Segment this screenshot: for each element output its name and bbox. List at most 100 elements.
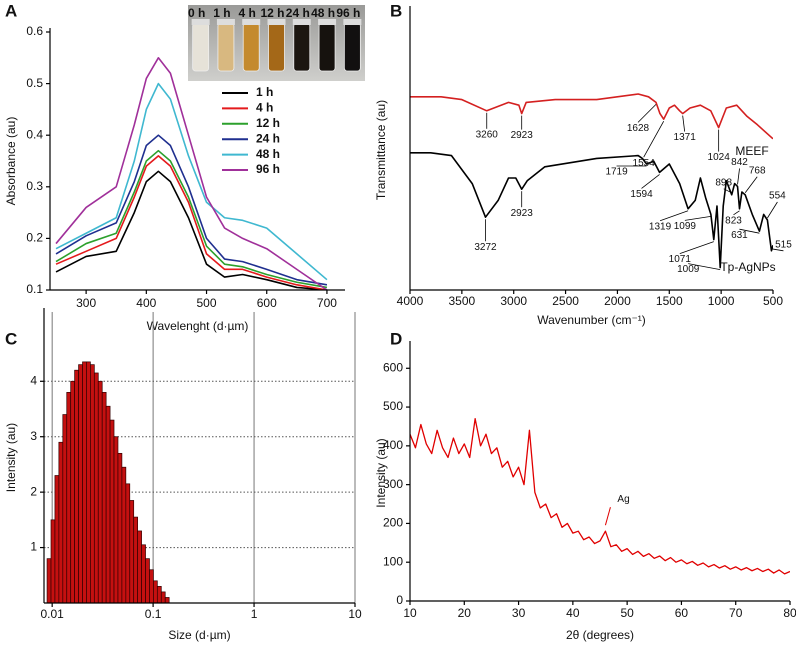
- x-tick-label: 2500: [552, 294, 579, 308]
- x-tick-label: 3500: [449, 294, 476, 308]
- tube-cap: [343, 19, 362, 25]
- tube: [318, 22, 336, 72]
- bar: [121, 466, 127, 603]
- x-tick-label: 1500: [656, 294, 683, 308]
- x-tick-label: 10: [348, 607, 362, 621]
- y-tick-label: 200: [383, 516, 403, 530]
- x-tick-label: 70: [729, 606, 743, 620]
- peak-label: 842: [731, 157, 748, 168]
- bar: [113, 436, 119, 603]
- data-line: [410, 152, 773, 269]
- peak-label: 1319: [649, 221, 672, 232]
- peak-leader: [637, 104, 657, 123]
- y-tick-label: 0.2: [26, 231, 43, 245]
- peak-leader: [682, 115, 686, 132]
- bar: [97, 380, 103, 603]
- bar: [58, 441, 64, 603]
- y-tick-label: 500: [383, 399, 403, 413]
- peak-leader: [723, 188, 732, 194]
- legend-label: 24 h: [256, 131, 280, 145]
- peak-leader: [737, 168, 740, 185]
- y-tick-label: 0.6: [26, 24, 43, 38]
- inset-label: 96 h: [336, 6, 360, 20]
- y-tick-label: 0.3: [26, 179, 43, 193]
- series-label: MEEF: [735, 144, 768, 158]
- bar: [93, 372, 99, 603]
- y-axis-title: Intensity (au): [4, 423, 18, 492]
- bar: [82, 361, 87, 603]
- peak-leader: [684, 216, 711, 221]
- peak-label: 1628: [627, 123, 650, 134]
- bar: [54, 475, 60, 603]
- bar: [66, 392, 72, 603]
- peak-label: 1554: [633, 158, 656, 169]
- legend-label: 96 h: [256, 162, 280, 176]
- panel: C 0.01 0.1 1 10 1 2 3 4 Size (d·µm) Intensity (au): [4, 308, 362, 642]
- x-tick-label: 1000: [708, 294, 735, 308]
- panel: D 10 20 30 40 50 60 70 80 0 100 200 300 400 500 600 2θ (…: [374, 329, 796, 642]
- bar: [156, 586, 162, 603]
- y-axis-title: Absorbance (au): [4, 117, 18, 206]
- x-tick-label: 3000: [500, 294, 527, 308]
- y-tick-label: 1: [30, 540, 37, 554]
- peak-label: 823: [725, 215, 742, 226]
- x-axis-title: Wavelenght (d·µm): [147, 319, 249, 333]
- peak-label: 631: [731, 230, 748, 241]
- data-line: [55, 170, 328, 290]
- y-tick-label: 600: [383, 360, 403, 374]
- x-tick-label: 0.01: [40, 607, 64, 621]
- peak-leader: [767, 201, 778, 219]
- peak-label: 3260: [476, 129, 499, 140]
- bar: [141, 544, 146, 603]
- peak-leader: [744, 176, 758, 194]
- bar: [101, 392, 107, 603]
- bar: [164, 597, 170, 603]
- peak-label: 1594: [630, 189, 653, 200]
- panel-letter: B: [390, 1, 402, 20]
- peak-leader: [739, 228, 760, 234]
- tube-cap: [318, 19, 337, 25]
- tube: [268, 22, 285, 72]
- bar: [78, 364, 83, 603]
- bar: [70, 380, 75, 603]
- x-tick-label: 10: [403, 606, 417, 620]
- peak-label: 3272: [474, 242, 497, 253]
- bar: [86, 361, 91, 603]
- inset-label: 48 h: [311, 6, 335, 20]
- peak-label: 554: [769, 191, 786, 202]
- legend-label: 4 h: [256, 101, 273, 115]
- legend-label: 48 h: [256, 147, 280, 161]
- x-tick-label: 4000: [397, 294, 424, 308]
- tube-cap: [242, 19, 261, 25]
- peak-label: 1099: [674, 221, 697, 232]
- series-label: Tp-AgNPs: [720, 260, 775, 274]
- data-line: [55, 82, 328, 281]
- data-line: [55, 57, 328, 290]
- legend-label: 12 h: [256, 116, 280, 130]
- data-line: [410, 418, 790, 575]
- x-axis-title: Wavenumber (cm⁻¹): [537, 313, 646, 327]
- panel-letter: D: [390, 329, 402, 348]
- x-axis-title: 2θ (degrees): [566, 628, 634, 642]
- x-tick-label: 0.1: [145, 607, 162, 621]
- x-tick-label: 50: [620, 606, 634, 620]
- bar: [125, 483, 131, 603]
- panel-letter: A: [5, 1, 17, 20]
- bar: [129, 500, 135, 603]
- inset-label: 4 h: [239, 6, 256, 20]
- bar: [133, 516, 139, 603]
- x-tick-label: 400: [136, 296, 156, 310]
- bar: [90, 364, 95, 603]
- y-axis-title: Intensity (au): [374, 438, 388, 507]
- bar: [137, 530, 142, 603]
- tube-cap: [216, 19, 235, 25]
- peak-label: 768: [749, 165, 766, 176]
- bar: [109, 419, 115, 603]
- y-tick-label: 4: [30, 373, 37, 387]
- panel: A 300 400 500 600 700 0.1 0.2 0.3 0.4 0.5 0.6 Wavele…: [4, 1, 365, 333]
- x-tick-label: 40: [566, 606, 580, 620]
- bar: [117, 452, 123, 603]
- peak-leader: [771, 248, 784, 252]
- x-tick-label: 300: [76, 296, 96, 310]
- bar: [74, 369, 79, 603]
